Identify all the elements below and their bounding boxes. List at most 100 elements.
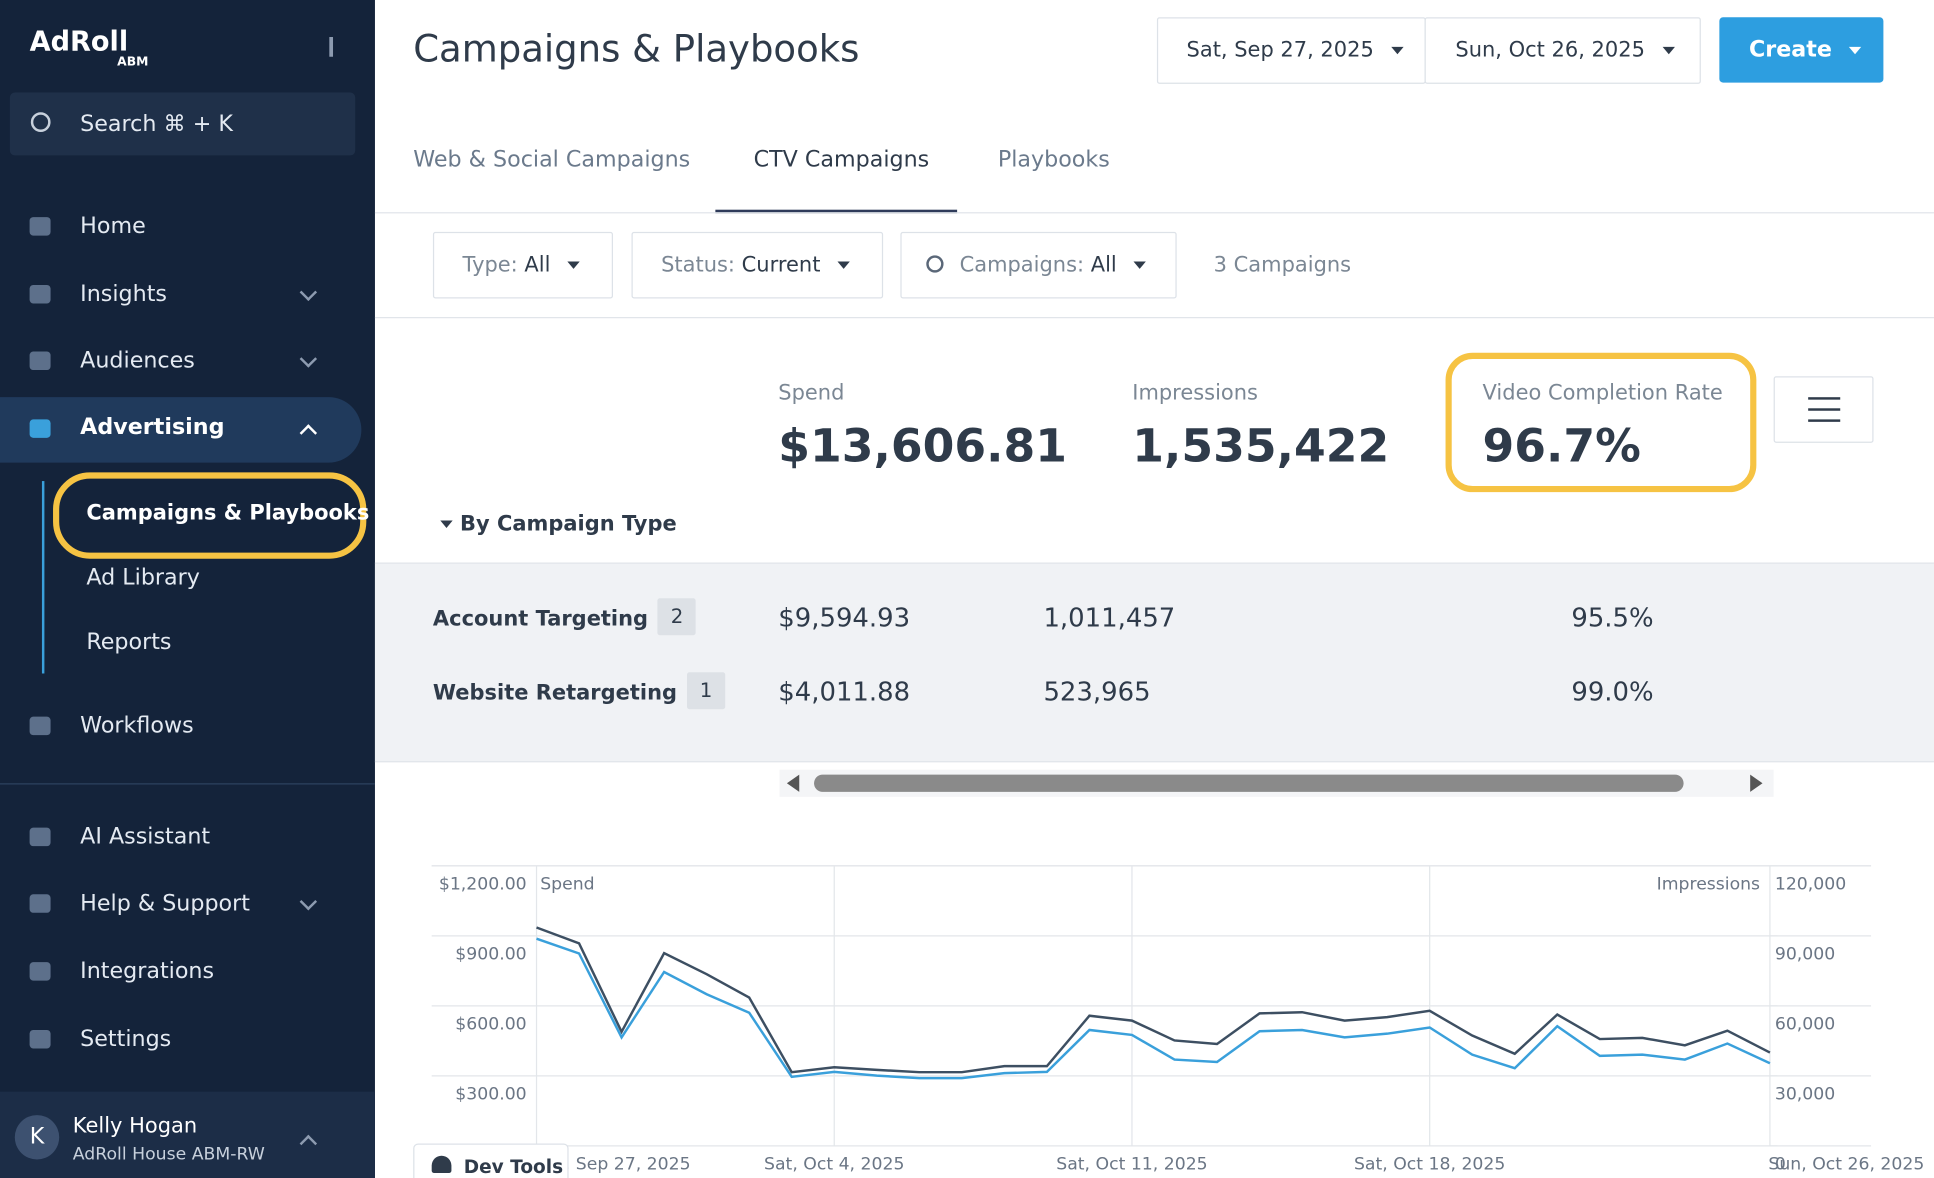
scrollbar[interactable]	[779, 769, 1774, 797]
button-text: Dev Tools	[463, 1155, 564, 1178]
y2-tick-label: 90,000	[1775, 944, 1835, 964]
icon	[29, 419, 51, 438]
scroll-thumb[interactable]	[814, 774, 1684, 792]
filter-value: All	[1090, 252, 1117, 278]
metric-value: 96.7%	[1482, 419, 1641, 473]
icon	[29, 962, 51, 981]
row-impressions: 523,965	[1043, 677, 1151, 707]
search-icon	[926, 255, 944, 273]
date-end[interactable]: Sun, Oct 26, 2025	[1424, 17, 1701, 84]
tab-underline	[715, 209, 958, 214]
filter[interactable]: Type: All	[432, 231, 613, 299]
metric-label: Spend	[778, 381, 845, 406]
sub-nav-item[interactable]: Ad Library	[86, 564, 200, 591]
breakdown-table	[374, 562, 1934, 763]
nav-item[interactable]: Insights	[80, 281, 167, 308]
y-tick-label: $600.00	[455, 1014, 526, 1034]
nav-item[interactable]: Integrations	[80, 958, 215, 985]
y2-tick-label: 30,000	[1775, 1084, 1835, 1104]
page-title: Campaigns & Playbooks	[413, 28, 860, 72]
highlight	[53, 472, 367, 559]
search-box[interactable]: Search ⌘ + K	[9, 92, 356, 156]
sidebar: AdRoll ABM Search ⌘ + K Home Insights Au…	[0, 0, 375, 1178]
logo: AdRoll	[29, 27, 129, 58]
nav-item[interactable]: Workflows	[80, 712, 194, 739]
filter-value: Current	[741, 252, 821, 278]
series-line	[536, 926, 1771, 1074]
nav-item[interactable]: AI Assistant	[80, 823, 211, 850]
y2-tick-label: 0	[1775, 1154, 1786, 1174]
y-tick-label: $900.00	[455, 944, 526, 964]
toggle-text: By Campaign Type	[460, 511, 677, 537]
row-count: 2	[657, 598, 697, 636]
x-tick-label: Sat, Sep 27, 2025	[537, 1154, 691, 1174]
nav-item[interactable]: Help & Support	[80, 890, 250, 917]
tab[interactable]: CTV Campaigns	[753, 146, 930, 173]
dev-tools-button[interactable]: Dev Tools	[413, 1143, 569, 1178]
tab[interactable]: Playbooks	[997, 146, 1110, 173]
row-spend: $9,594.93	[778, 603, 911, 633]
icon	[29, 894, 51, 913]
x-tick-label: Sat, Oct 18, 2025	[1354, 1154, 1505, 1174]
metric-label: Impressions	[1132, 381, 1258, 406]
divider	[374, 212, 1934, 214]
metric-label: Video Completion Rate	[1482, 381, 1723, 406]
icon	[29, 1029, 51, 1049]
icon	[29, 827, 51, 847]
button-text: Create	[1748, 37, 1832, 63]
date-text: Sun, Oct 26, 2025	[1455, 38, 1645, 63]
active-nav-bg	[0, 397, 362, 463]
icon	[29, 351, 51, 371]
divider	[0, 783, 375, 785]
nav-item[interactable]: Advertising	[80, 414, 225, 441]
filter[interactable]: Status: Current	[631, 231, 884, 299]
search-text: Search ⌘ + K	[80, 111, 233, 137]
nav-item[interactable]: Home	[80, 213, 146, 240]
y2-axis-label: Impressions	[1657, 874, 1760, 894]
create-button[interactable]: Create	[1719, 17, 1884, 83]
settings-button[interactable]	[1773, 376, 1874, 443]
row-impressions: 1,011,457	[1043, 603, 1176, 633]
search-icon	[30, 112, 51, 132]
filter[interactable]: Campaigns: All	[900, 231, 1177, 299]
filter-label: Status:	[661, 252, 735, 278]
highlight	[1445, 352, 1757, 493]
user-panel[interactable]: K Kelly Hogan AdRoll House ABM-RW	[0, 1091, 375, 1178]
tab[interactable]: Web & Social Campaigns	[413, 146, 691, 173]
filter-value: All	[524, 252, 551, 278]
collapse-icon[interactable]	[329, 37, 334, 57]
row-count: 1	[686, 672, 726, 710]
breakdown-toggle[interactable]: By Campaign Type	[440, 511, 677, 537]
filter-label: Campaigns:	[959, 252, 1085, 278]
icon	[29, 284, 51, 304]
x-tick-label: Sat, Oct 4, 2025	[764, 1154, 904, 1174]
y2-tick-label: 60,000	[1775, 1014, 1835, 1034]
x-tick-label: Sat, Oct 11, 2025	[1056, 1154, 1207, 1174]
logo-sub: ABM	[117, 55, 149, 70]
y-tick-label: $1,200.00	[439, 874, 527, 894]
campaign-count: 3 Campaigns	[1213, 252, 1352, 278]
sub-nav-item[interactable]: Reports	[86, 629, 172, 655]
sub-nav-item[interactable]: Campaigns & Playbooks	[86, 500, 370, 526]
user-account: AdRoll House ABM-RW	[72, 1144, 265, 1165]
icon	[29, 217, 51, 236]
filter-label: Type:	[462, 252, 518, 278]
y-tick-label: $300.00	[455, 1084, 526, 1104]
y-axis-label: Spend	[540, 874, 594, 894]
row-name: Account Targeting	[432, 606, 649, 632]
icon	[29, 716, 51, 736]
date-start[interactable]: Sat, Sep 27, 2025	[1156, 17, 1426, 84]
x-tick-label: Sun, Oct 26, 2025	[1768, 1154, 1924, 1174]
user-name: Kelly Hogan	[72, 1113, 198, 1139]
row-rate: 95.5%	[1571, 603, 1654, 633]
row-rate: 99.0%	[1571, 677, 1654, 707]
nav-item[interactable]: Audiences	[80, 347, 195, 374]
nav-item[interactable]: Settings	[80, 1026, 172, 1053]
row-name: Website Retargeting	[432, 680, 678, 706]
avatar: K	[14, 1115, 60, 1160]
date-text: Sat, Sep 27, 2025	[1186, 38, 1374, 63]
sub-nav-rail	[41, 481, 45, 674]
